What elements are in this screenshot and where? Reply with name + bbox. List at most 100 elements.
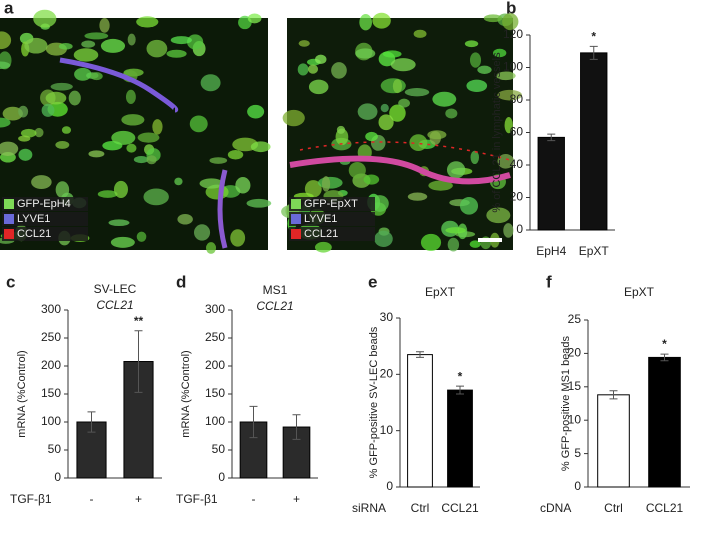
y-tick-label: 50 xyxy=(212,442,226,456)
x-axis-label: cDNA xyxy=(540,501,571,515)
cell xyxy=(336,125,346,134)
significance: * xyxy=(662,337,667,351)
cell xyxy=(357,103,378,120)
cell xyxy=(298,40,310,47)
cell xyxy=(447,237,460,252)
cell xyxy=(374,230,393,247)
cell xyxy=(34,127,44,138)
cell xyxy=(483,14,503,23)
legend-box xyxy=(289,212,375,226)
cell xyxy=(41,103,55,117)
cell xyxy=(205,242,217,254)
legend-swatch xyxy=(4,229,14,239)
x-tick-label: CCL21 xyxy=(646,501,684,515)
cell xyxy=(74,67,92,81)
cell xyxy=(111,130,136,145)
cell xyxy=(308,79,329,95)
chart-title: MS1 xyxy=(263,283,288,297)
legend-label: GFP-EpH4 xyxy=(17,198,71,210)
cell xyxy=(199,178,224,189)
legend-box xyxy=(289,227,375,241)
cell xyxy=(365,131,378,142)
error-bar xyxy=(589,45,598,60)
y-tick-label: 0 xyxy=(516,222,523,236)
y-tick-label: 100 xyxy=(41,414,61,428)
y-tick-label: 20 xyxy=(380,367,394,381)
cell xyxy=(477,65,492,74)
chart-title: EpXT xyxy=(425,285,456,299)
cell xyxy=(31,175,52,190)
cell xyxy=(413,29,427,38)
legend-swatch xyxy=(4,199,14,209)
panel-letter: a xyxy=(4,0,14,17)
cell xyxy=(146,39,168,58)
legend-box xyxy=(2,212,88,226)
y-tick-label: 0 xyxy=(386,479,393,493)
y-tick-label: 0 xyxy=(218,470,225,484)
vessel xyxy=(217,169,228,249)
cell xyxy=(359,14,373,31)
cell xyxy=(2,106,23,121)
cell xyxy=(246,198,272,208)
error-bar xyxy=(87,411,96,433)
cell xyxy=(58,42,73,50)
y-tick-label: 150 xyxy=(41,386,61,400)
x-tick-label: EpH4 xyxy=(536,244,566,258)
cell xyxy=(187,34,204,50)
y-tick-label: 250 xyxy=(41,330,61,344)
x-tick-label: CCL21 xyxy=(441,501,479,515)
y-tick-label: 0 xyxy=(574,479,581,493)
x-tick-label: Ctrl xyxy=(604,501,623,515)
cell xyxy=(502,13,519,31)
significance: ** xyxy=(134,314,144,328)
chart-title: EpXT xyxy=(624,285,655,299)
cell xyxy=(446,161,466,179)
cell xyxy=(18,148,33,161)
bar xyxy=(407,354,433,488)
x-tick-label: + xyxy=(293,492,300,506)
bar xyxy=(537,136,565,231)
cell xyxy=(235,177,251,194)
legend-label: LYVE1 xyxy=(17,213,50,225)
cell xyxy=(282,109,305,127)
cell xyxy=(348,162,366,179)
x-tick-label: - xyxy=(252,492,256,506)
chart-subtitle: CCL21 xyxy=(96,298,133,312)
y-tick-label: 200 xyxy=(205,358,225,372)
y-axis-label: % GFP-positive SV-LEC beads xyxy=(368,326,380,478)
error-bar xyxy=(416,351,424,358)
cell xyxy=(170,36,192,45)
cell xyxy=(121,114,145,126)
cell xyxy=(464,40,479,48)
cell xyxy=(136,16,159,28)
cell xyxy=(420,233,442,252)
cell xyxy=(24,37,48,54)
cell xyxy=(68,90,81,106)
bar xyxy=(447,389,473,488)
vessel xyxy=(299,141,511,161)
cell xyxy=(372,12,391,29)
x-axis-label: siRNA xyxy=(352,501,386,515)
cell xyxy=(304,180,322,198)
y-axis-label: mRNA (%Control) xyxy=(180,350,192,437)
y-tick-label: 50 xyxy=(48,442,62,456)
cell xyxy=(315,54,327,64)
cell xyxy=(432,91,457,107)
cell xyxy=(459,197,479,215)
y-tick-label: 250 xyxy=(205,330,225,344)
legend-swatch xyxy=(4,214,14,224)
cell xyxy=(390,58,416,72)
cell xyxy=(55,140,70,149)
cell xyxy=(398,98,410,108)
cell xyxy=(331,62,347,79)
cell xyxy=(389,104,406,122)
y-tick-label: 25 xyxy=(568,312,582,326)
y-tick-label: 60 xyxy=(510,125,524,139)
cell xyxy=(90,72,103,81)
panel-letter: e xyxy=(368,272,377,291)
y-tick-label: 200 xyxy=(41,358,61,372)
y-tick-label: 300 xyxy=(205,302,225,316)
significance: * xyxy=(458,369,463,383)
cell xyxy=(20,128,37,138)
